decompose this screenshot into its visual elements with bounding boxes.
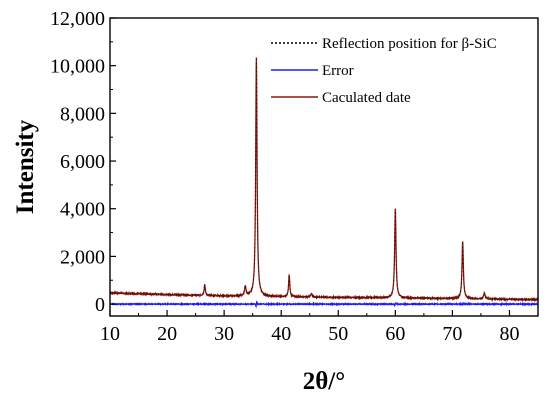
x-tick-label: 10 — [100, 323, 120, 345]
y-tick-label: 4,000 — [60, 199, 105, 221]
y-tick-label: 8,000 — [60, 103, 105, 125]
y-tick-label: 10,000 — [50, 56, 105, 78]
series-reflection-line — [110, 57, 538, 302]
x-tick-label: 20 — [157, 323, 177, 345]
x-tick-label: 30 — [214, 323, 234, 345]
y-tick-label: 12,000 — [50, 8, 105, 30]
y-tick-label: 0 — [95, 294, 105, 316]
legend-label-reflection: Reflection position for β-SiC — [322, 36, 497, 52]
y-axis-title: Intensity — [12, 119, 39, 214]
legend-label-calculated: Caculated date — [322, 90, 411, 106]
x-tick-label: 60 — [385, 323, 405, 345]
plot-frame — [109, 17, 539, 317]
legend-label-error: Error — [322, 63, 354, 79]
x-tick-label: 50 — [328, 323, 348, 345]
x-tick-label: 40 — [271, 323, 291, 345]
x-tick-label: 80 — [499, 323, 519, 345]
legend: Reflection position for β-SiC Error Cacu… — [271, 36, 497, 106]
y-tick-label: 2,000 — [60, 246, 105, 268]
x-tick-label: 70 — [442, 323, 462, 345]
y-tick-label: 6,000 — [60, 151, 105, 173]
series-error-line — [110, 300, 538, 309]
x-axis-title: 2θ/° — [303, 368, 346, 395]
